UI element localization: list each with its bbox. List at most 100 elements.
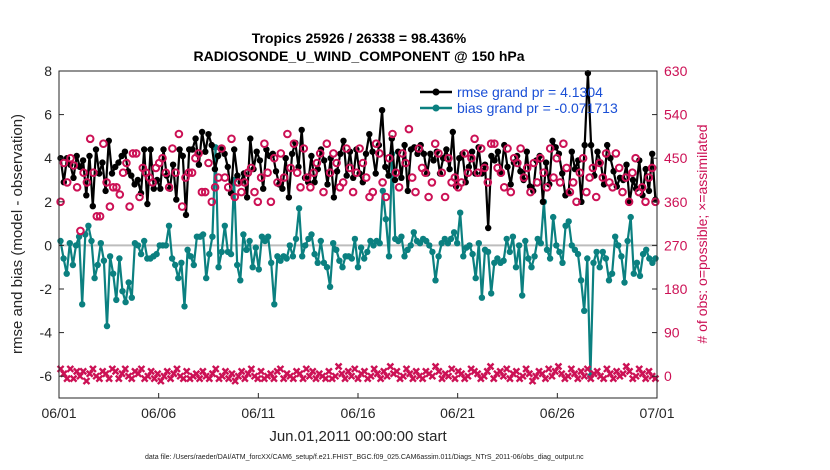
possible-obs-marker xyxy=(467,153,476,163)
possible-obs-marker xyxy=(279,173,289,182)
rmse-point xyxy=(253,148,260,155)
bias-point xyxy=(122,298,129,306)
possible-obs-marker xyxy=(95,212,105,221)
bias-point xyxy=(314,259,321,266)
bias-point xyxy=(134,242,142,249)
possible-obs-marker xyxy=(348,187,358,197)
assimilated-obs-marker xyxy=(428,372,437,381)
bias-point xyxy=(525,255,532,262)
rmse-point xyxy=(378,107,386,114)
possible-obs-marker xyxy=(319,187,328,197)
possible-obs-marker xyxy=(332,158,341,168)
y-right-tick-label: 630 xyxy=(664,63,688,79)
bias-point xyxy=(330,240,337,247)
possible-obs-marker xyxy=(72,183,82,192)
rmse-point xyxy=(182,211,190,219)
assimilated-obs-marker xyxy=(641,374,650,383)
bias-point xyxy=(137,250,145,258)
rmse-point xyxy=(198,128,206,136)
rmse-point xyxy=(443,146,450,153)
possible-obs-marker xyxy=(135,192,144,202)
bias-point xyxy=(454,240,461,247)
bias-point xyxy=(401,253,408,260)
x-tick-label: 06/21 xyxy=(440,405,475,421)
rmse-point xyxy=(456,155,463,162)
possible-obs-marker xyxy=(345,163,355,173)
possible-obs-marker xyxy=(503,144,512,153)
y-tick-label: 2 xyxy=(44,194,52,210)
bias-point xyxy=(110,270,117,277)
possible-obs-marker xyxy=(578,153,588,163)
assimilated-obs-marker xyxy=(79,367,88,376)
bias-point xyxy=(357,244,365,251)
possible-obs-marker xyxy=(174,129,184,139)
bias-point xyxy=(379,187,386,195)
possible-obs-marker xyxy=(292,168,302,177)
assimilated-obs-marker xyxy=(63,374,71,383)
possible-obs-marker xyxy=(555,178,565,187)
bias-point xyxy=(633,259,641,266)
possible-obs-marker xyxy=(352,168,361,177)
rmse-point xyxy=(211,165,219,173)
rmse-point xyxy=(169,161,177,168)
rmse-point xyxy=(308,152,315,160)
possible-obs-marker xyxy=(637,183,647,192)
bias-point xyxy=(531,253,538,260)
possible-obs-marker xyxy=(89,168,98,177)
assimilated-obs-marker xyxy=(163,367,172,376)
possible-obs-marker xyxy=(516,144,525,153)
possible-obs-marker xyxy=(414,144,424,153)
rmse-point xyxy=(385,172,392,179)
bias-point xyxy=(252,244,259,251)
possible-obs-marker xyxy=(217,144,226,153)
bias-point xyxy=(91,274,98,282)
rmse-point xyxy=(208,141,215,149)
possible-obs-marker xyxy=(375,149,384,158)
assimilated-obs-marker xyxy=(502,365,511,373)
possible-obs-marker xyxy=(457,178,466,187)
y-right-tick-label: 90 xyxy=(664,325,680,341)
assimilated-obs-marker xyxy=(331,372,340,381)
possible-obs-marker xyxy=(204,158,213,168)
possible-obs-marker xyxy=(532,178,542,187)
possible-obs-marker xyxy=(102,178,111,187)
rmse-point xyxy=(382,163,389,171)
bias-point xyxy=(268,259,275,266)
rmse-point xyxy=(147,146,154,153)
possible-obs-marker xyxy=(506,187,516,197)
assimilated-obs-marker xyxy=(95,374,104,383)
bias-point xyxy=(190,261,197,269)
x-tick-label: 06/11 xyxy=(241,405,275,421)
data-file-footnote: data file: /Users/raeder/DAI/ATM_forcXX/… xyxy=(145,454,584,461)
bias-point xyxy=(72,242,80,249)
bias-point xyxy=(426,242,433,249)
possible-obs-marker xyxy=(220,173,230,182)
assimilated-obs-marker xyxy=(89,365,97,373)
rmse-point xyxy=(549,137,556,144)
rmse-point xyxy=(420,150,428,157)
bias-point xyxy=(289,253,297,260)
bias-point xyxy=(574,250,582,258)
possible-obs-marker xyxy=(266,197,276,207)
assimilated-obs-marker xyxy=(544,365,553,373)
possible-obs-marker xyxy=(575,168,585,177)
bias-point xyxy=(60,255,67,262)
possible-obs-marker xyxy=(391,168,401,177)
y-tick-label: -4 xyxy=(40,325,53,341)
possible-obs-marker xyxy=(621,173,631,182)
possible-obs-marker xyxy=(568,178,578,187)
bias-point xyxy=(652,255,659,262)
rmse-point xyxy=(189,146,196,153)
rmse-point xyxy=(121,148,129,155)
possible-obs-marker xyxy=(536,153,545,163)
possible-obs-marker xyxy=(411,187,420,197)
possible-obs-marker xyxy=(545,144,555,153)
possible-obs-marker xyxy=(312,158,322,168)
assimilated-obs-marker xyxy=(632,372,640,381)
bias-point xyxy=(506,248,513,256)
possible-obs-marker xyxy=(115,190,125,199)
bias-point xyxy=(361,255,368,262)
bias-point xyxy=(100,257,108,264)
rmse-point xyxy=(369,148,376,155)
